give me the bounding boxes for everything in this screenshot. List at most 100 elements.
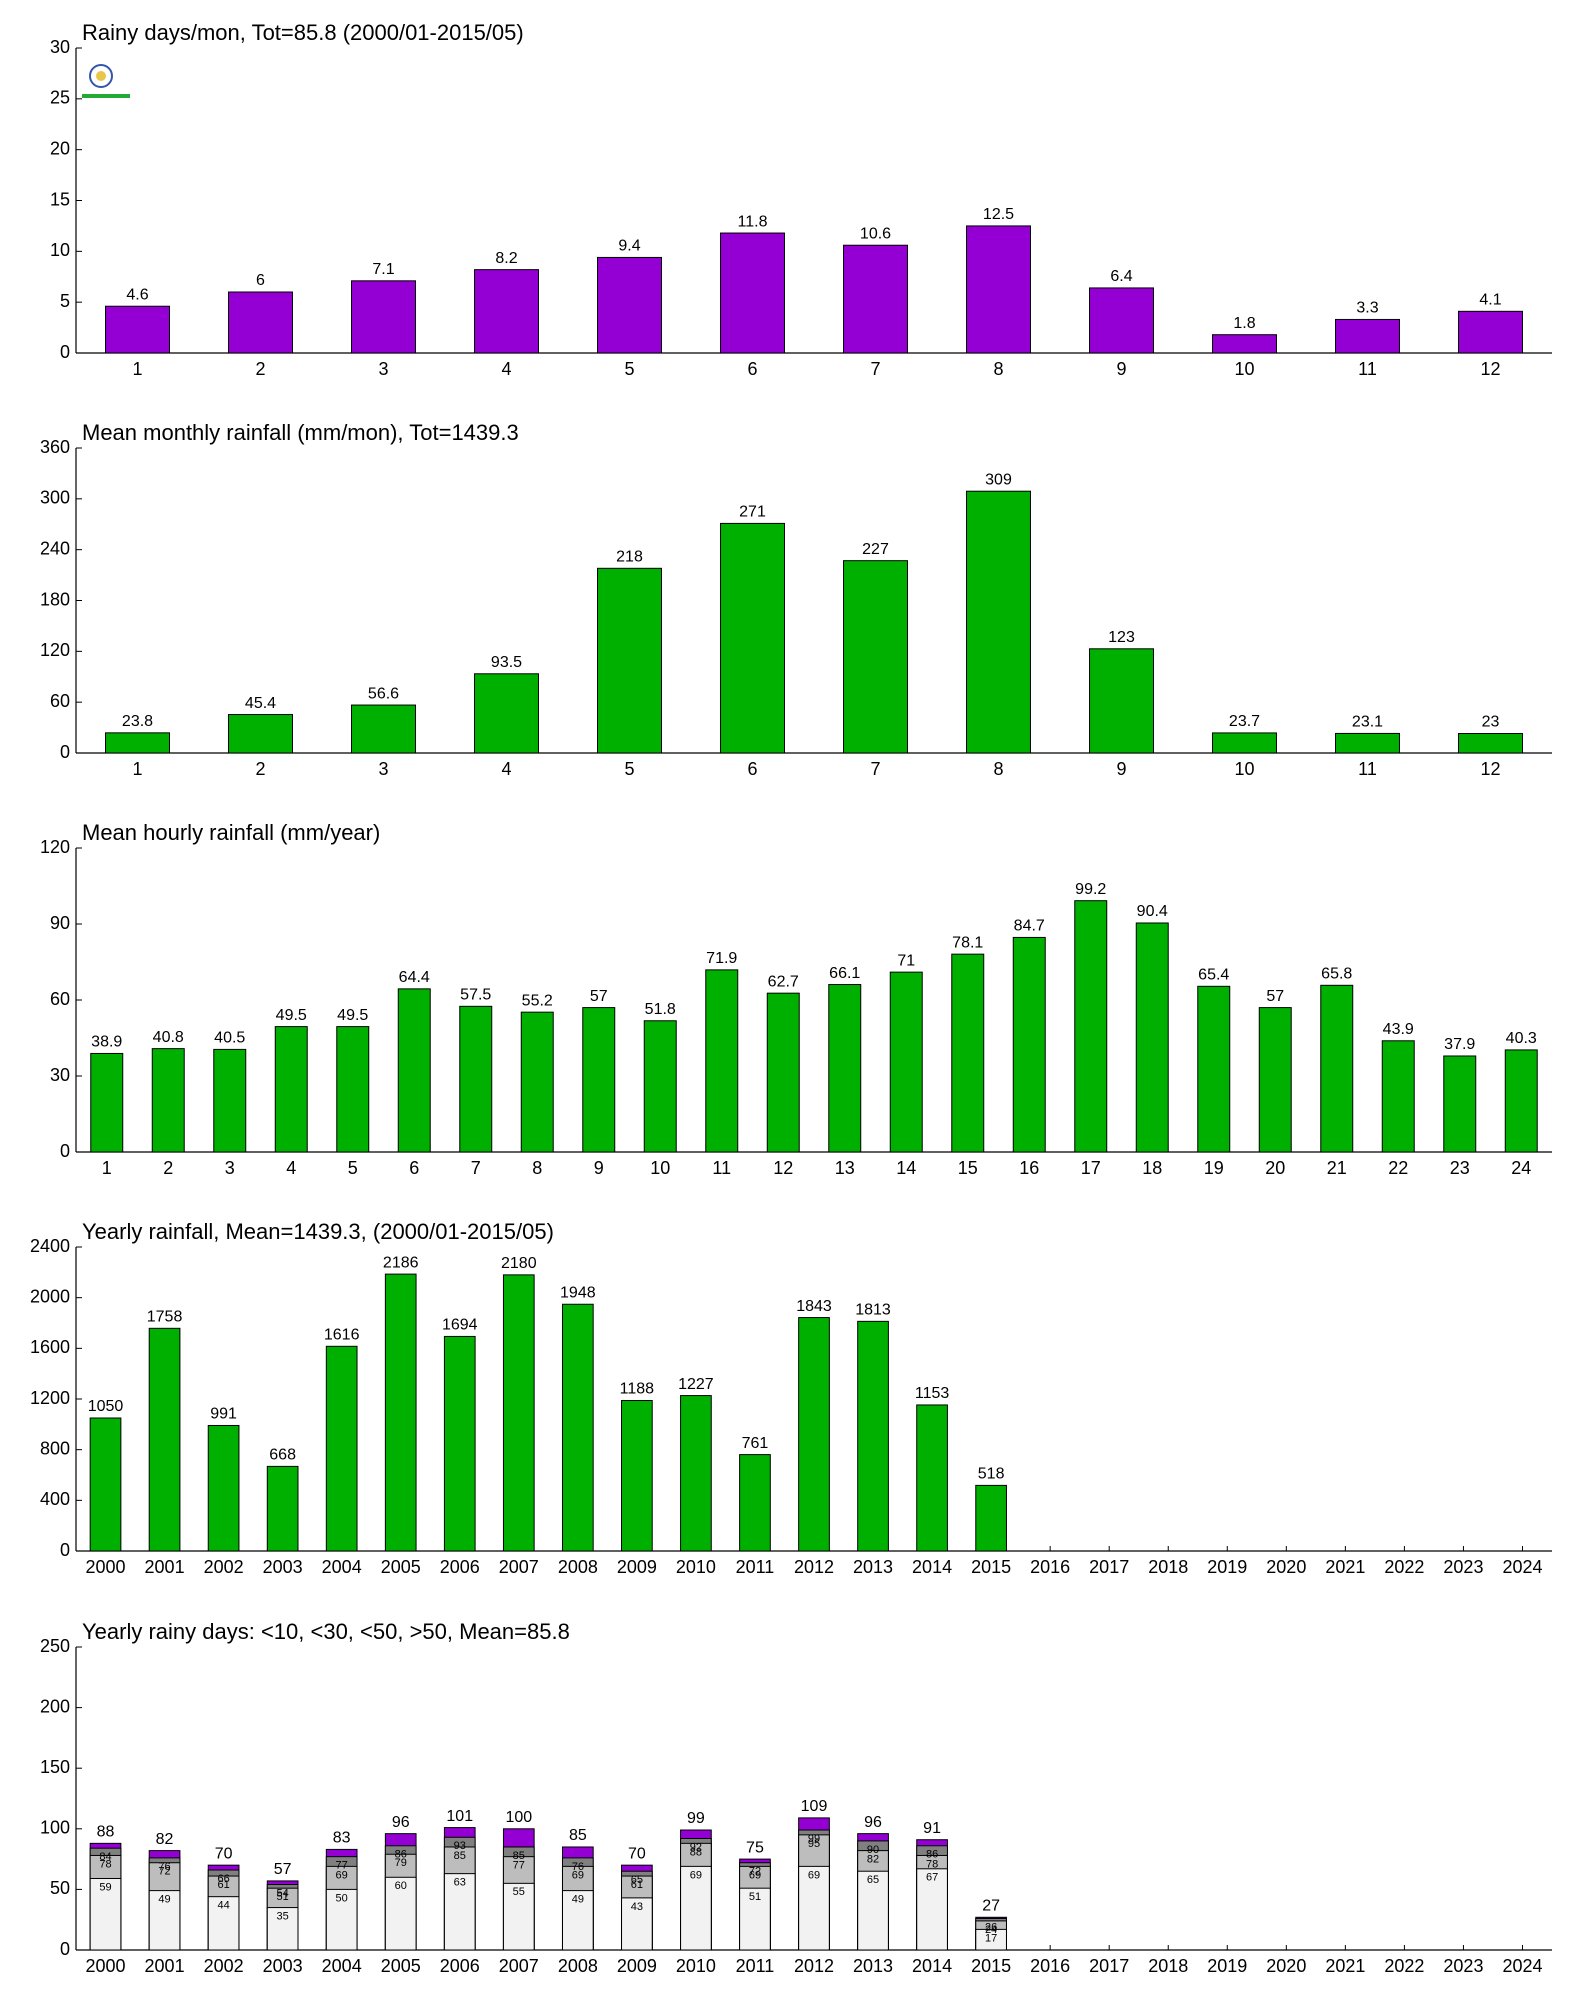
y-tick-label: 2400 — [30, 1236, 70, 1256]
x-tick-label: 12 — [1480, 359, 1500, 379]
x-tick-label: 5 — [624, 359, 634, 379]
bar — [325, 1888, 358, 1951]
bar — [916, 1404, 948, 1552]
y-tick-label: 0 — [60, 1540, 70, 1560]
value-label: 23.8 — [122, 713, 153, 730]
value-label: 991 — [210, 1406, 237, 1423]
x-tick-label: 4 — [501, 759, 511, 779]
value-label: 10.6 — [860, 225, 891, 242]
bar — [502, 1274, 535, 1552]
bar — [520, 1011, 554, 1153]
bar — [1089, 648, 1154, 754]
value-label: 57.5 — [460, 987, 491, 1004]
x-tick-label: 2010 — [676, 1956, 716, 1976]
x-tick-label: 18 — [1142, 1158, 1162, 1178]
y-tick-label: 360 — [40, 437, 70, 457]
value-label: 49 — [158, 1894, 170, 1906]
chart-title: Rainy days/mon, Tot=85.8 (2000/01-2015/0… — [82, 20, 524, 45]
value-label: 90 — [867, 1844, 879, 1856]
x-tick-label: 2000 — [85, 1956, 125, 1976]
y-tick-label: 50 — [50, 1878, 70, 1898]
value-label: 86 — [395, 1849, 407, 1861]
value-label: 85 — [569, 1827, 587, 1844]
value-label: 78 — [926, 1858, 938, 1870]
x-tick-label: 2018 — [1148, 1956, 1188, 1976]
value-label: 8.2 — [495, 250, 517, 267]
value-label: 93 — [454, 1840, 466, 1852]
value-label: 1948 — [560, 1284, 596, 1301]
value-label: 38.9 — [91, 1034, 122, 1051]
y-tick-label: 150 — [40, 1757, 70, 1777]
x-tick-label: 2014 — [912, 1956, 952, 1976]
bar — [828, 984, 862, 1153]
x-tick-label: 2011 — [736, 1557, 775, 1577]
bar — [502, 1882, 535, 1951]
value-label: 61 — [631, 1879, 643, 1891]
value-label: 45.4 — [245, 695, 276, 712]
value-label: 96 — [864, 1814, 882, 1831]
y-tick-label: 300 — [40, 488, 70, 508]
x-tick-label: 2023 — [1443, 1956, 1483, 1976]
bar — [643, 1020, 677, 1153]
bar — [384, 1273, 417, 1552]
bar — [916, 1868, 948, 1951]
bar — [459, 1005, 493, 1153]
value-label: 123 — [1108, 629, 1135, 646]
x-tick-label: 9 — [1116, 359, 1126, 379]
y-tick-label: 180 — [40, 589, 70, 609]
value-label: 17 — [985, 1932, 997, 1944]
x-tick-label: 2006 — [440, 1956, 480, 1976]
x-tick-label: 5 — [624, 759, 634, 779]
x-tick-label: 2006 — [440, 1557, 480, 1577]
value-label: 50 — [336, 1892, 348, 1904]
bar — [89, 1877, 122, 1951]
y-tick-label: 100 — [40, 1818, 70, 1838]
bar — [351, 280, 416, 354]
y-tick-label: 120 — [40, 640, 70, 660]
x-tick-label: 16 — [1019, 1158, 1039, 1178]
value-label: 101 — [446, 1808, 473, 1825]
value-label: 84 — [99, 1851, 111, 1863]
x-tick-label: 2020 — [1266, 1557, 1306, 1577]
y-tick-label: 800 — [40, 1438, 70, 1458]
x-tick-label: 22 — [1388, 1158, 1408, 1178]
value-label: 1694 — [442, 1317, 478, 1334]
value-label: 309 — [985, 471, 1012, 488]
bar — [621, 1897, 653, 1951]
value-label: 4.6 — [126, 286, 148, 303]
value-label: 69 — [808, 1869, 820, 1881]
value-label: 1.8 — [1233, 315, 1255, 332]
bar — [561, 1890, 594, 1951]
x-tick-label: 2009 — [617, 1557, 657, 1577]
bar — [148, 1890, 181, 1951]
value-label: 9.4 — [618, 238, 640, 255]
value-label: 57 — [274, 1861, 292, 1878]
value-label: 59 — [99, 1881, 111, 1893]
x-tick-label: 12 — [773, 1158, 793, 1178]
x-tick-label: 21 — [1327, 1158, 1347, 1178]
value-label: 63 — [454, 1877, 466, 1889]
bar — [720, 232, 785, 354]
x-tick-label: 11 — [712, 1158, 731, 1178]
x-tick-label: 4 — [501, 359, 511, 379]
bar — [680, 1395, 712, 1552]
x-tick-label: 2003 — [263, 1956, 303, 1976]
value-label: 99 — [687, 1810, 705, 1827]
value-label: 49.5 — [276, 1007, 307, 1024]
bar — [705, 969, 739, 1153]
y-tick-label: 0 — [60, 342, 70, 362]
y-tick-label: 25 — [50, 88, 70, 108]
value-label: 1758 — [147, 1309, 183, 1326]
y-tick-label: 1200 — [30, 1388, 70, 1408]
value-label: 70 — [628, 1845, 646, 1862]
x-tick-label: 17 — [1081, 1158, 1101, 1178]
value-label: 88 — [690, 1846, 702, 1858]
y-tick-label: 0 — [60, 1141, 70, 1161]
value-label: 26 — [985, 1921, 997, 1933]
bar — [1335, 732, 1400, 754]
x-tick-label: 7 — [471, 1158, 481, 1178]
value-label: 6 — [256, 272, 265, 289]
bar — [582, 1007, 616, 1153]
value-label: 77 — [513, 1860, 525, 1872]
